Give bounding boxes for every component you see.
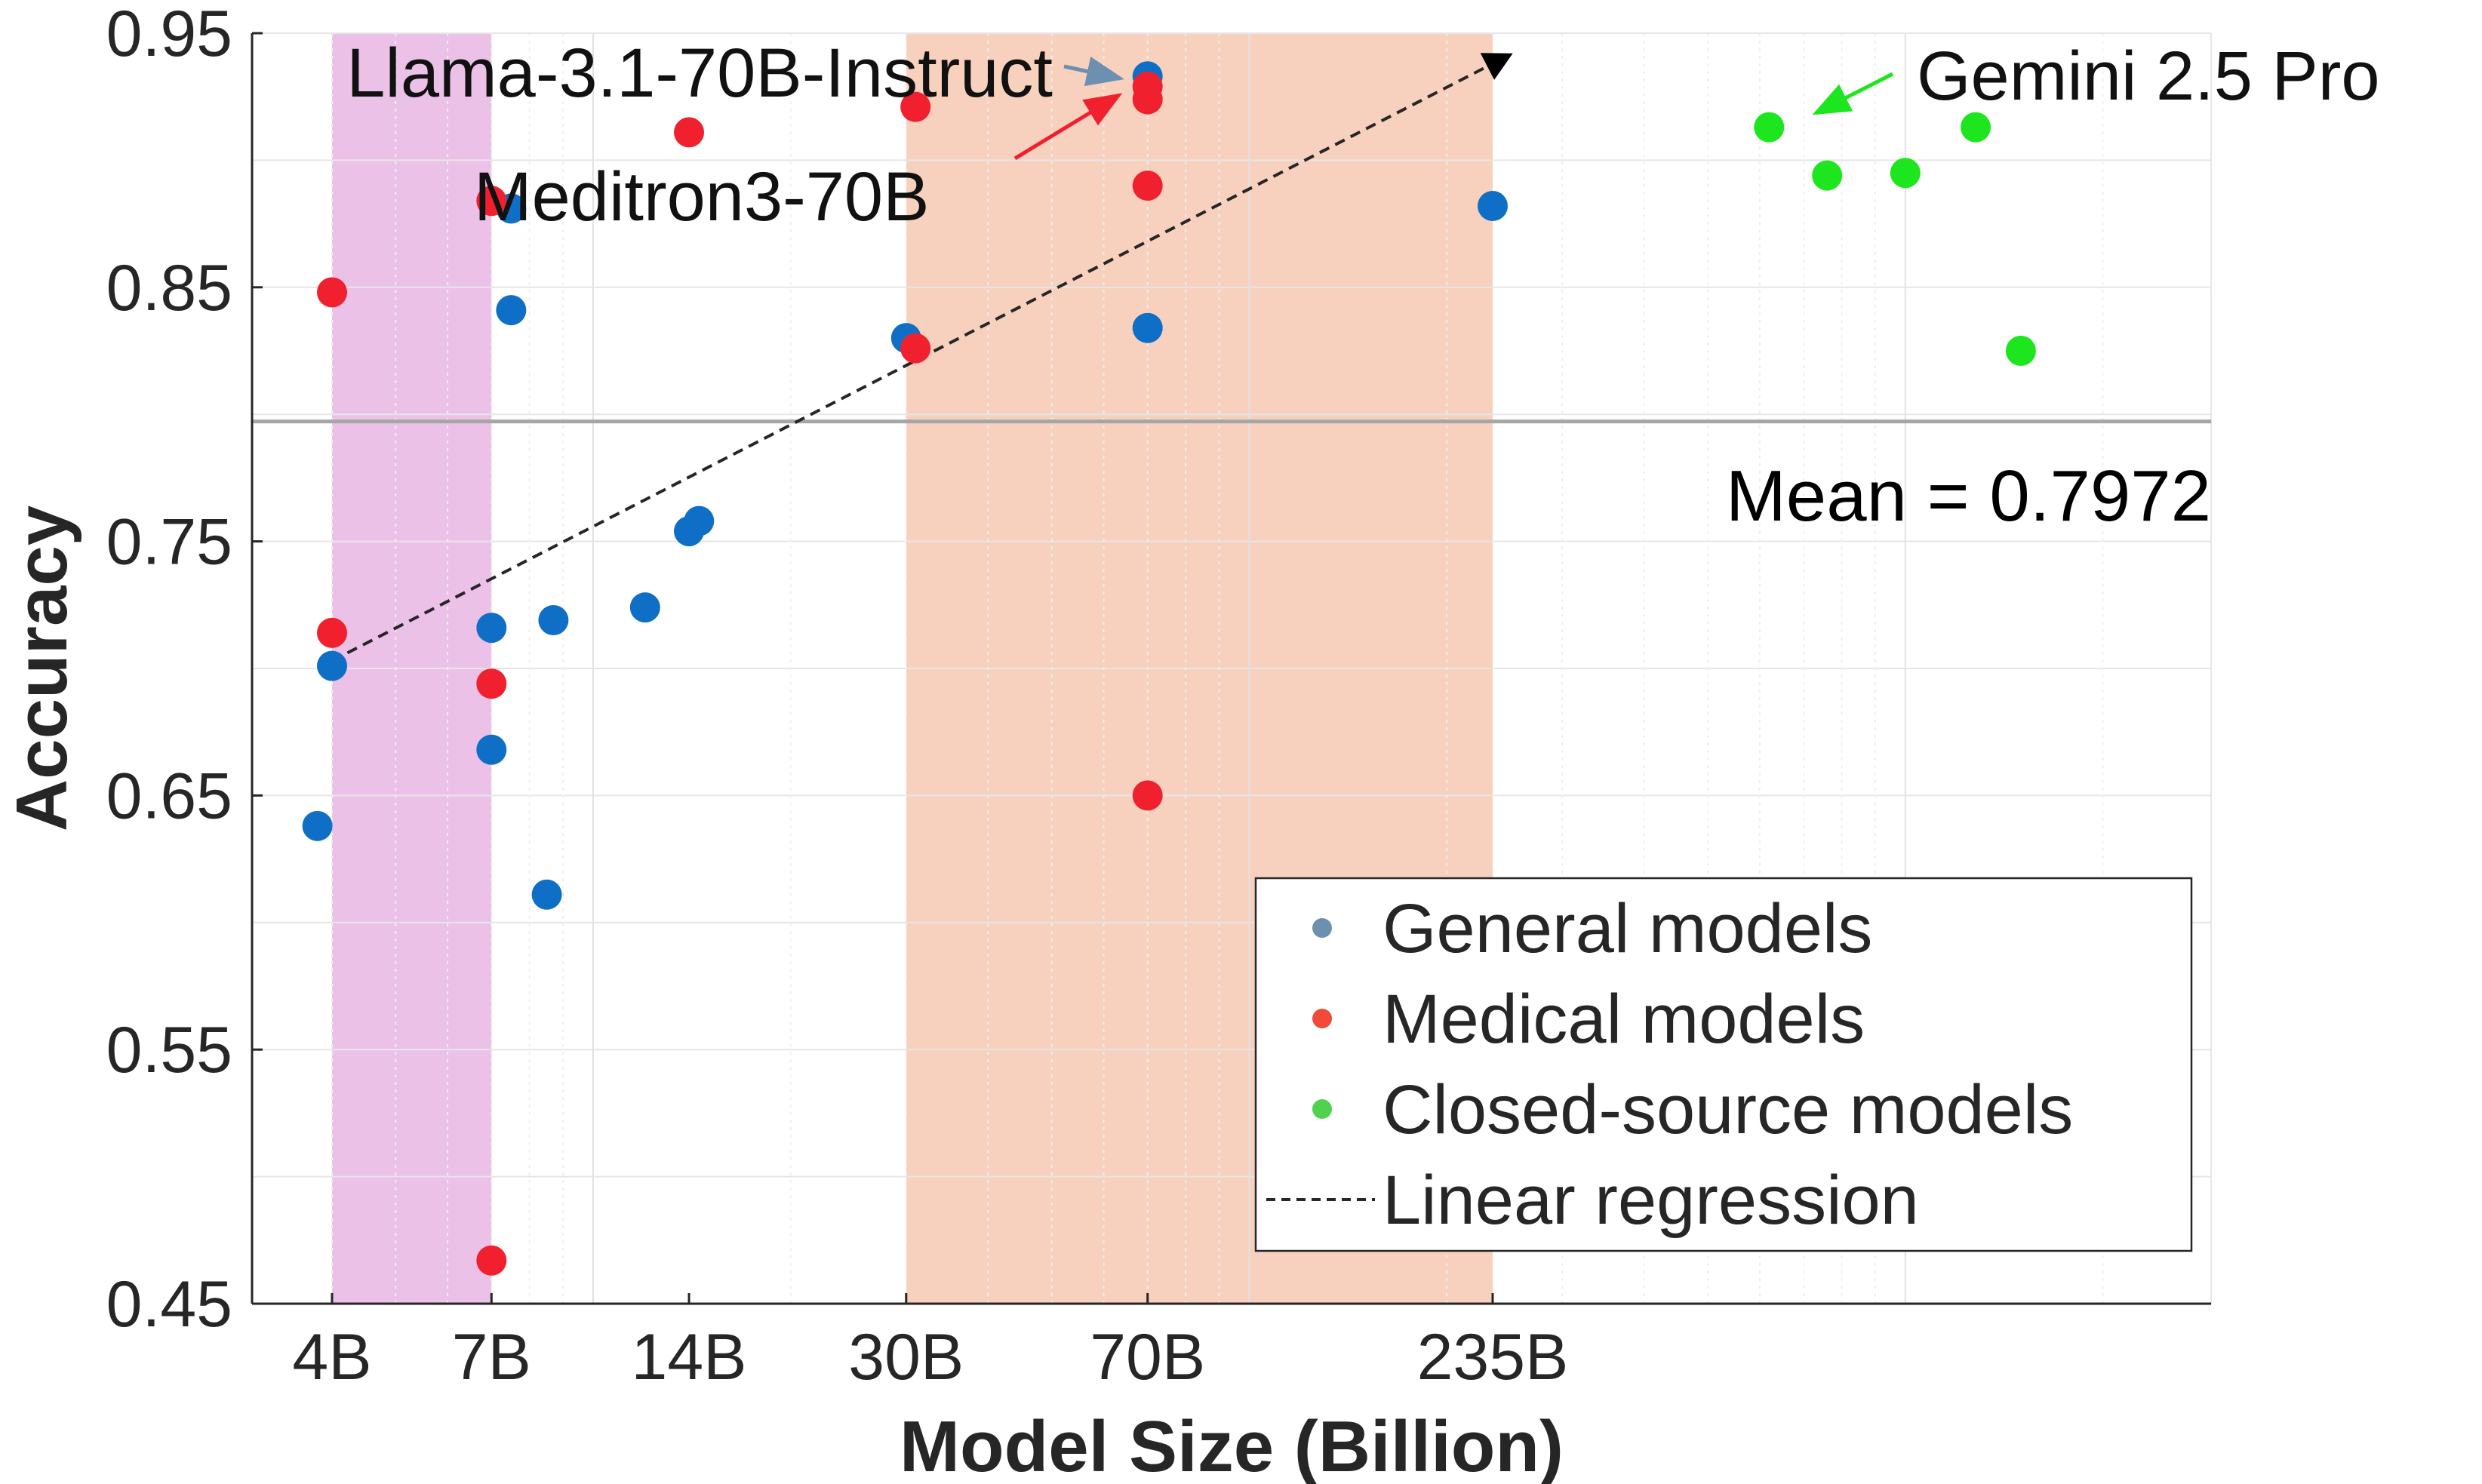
x-tick-label: 70B xyxy=(1090,1321,1205,1393)
legend-entry-general: General models xyxy=(1312,890,1872,967)
y-axis-label: Accuracy xyxy=(2,505,82,831)
point-medical-models-3 xyxy=(476,668,507,699)
x-tick-label: 14B xyxy=(632,1321,747,1393)
legend-label-regression: Linear regression xyxy=(1382,1162,1919,1239)
x-axis-label: Model Size (Billion) xyxy=(900,1406,1564,1484)
point-general-models-6 xyxy=(531,879,562,910)
point-closed-source-models-1 xyxy=(1812,160,1843,191)
x-tick-label: 4B xyxy=(292,1321,371,1393)
point-general-models-2 xyxy=(476,613,507,644)
point-medical-models-5 xyxy=(674,117,705,148)
annotation-meditron: Meditron3-70B xyxy=(474,93,1123,235)
point-general-models-1 xyxy=(317,650,347,681)
y-tick-labels: 0.45 0.55 0.65 0.75 0.85 0.95 xyxy=(106,0,263,1341)
annotation-meditron-text: Meditron3-70B xyxy=(474,158,929,235)
annotation-llama: Llama-3.1-70B-Instruct xyxy=(346,35,1124,112)
annotation-llama-arrow xyxy=(1063,57,1124,87)
point-general-models-14 xyxy=(1478,191,1508,222)
x-tick-label: 235B xyxy=(1417,1321,1569,1393)
legend-marker-closed xyxy=(1312,1099,1332,1119)
point-medical-models-11 xyxy=(1132,780,1163,811)
point-closed-source-models-0 xyxy=(1754,112,1785,143)
point-general-models-7 xyxy=(538,605,569,636)
data-points xyxy=(302,61,2036,1276)
y-tick-label: 0.55 xyxy=(106,1014,232,1086)
legend: General models Medical models Closed-sou… xyxy=(1254,877,2193,1252)
x-tick-label: 7B xyxy=(452,1321,531,1393)
legend-entry-regression: Linear regression xyxy=(1266,1162,1919,1239)
y-tick-label: 0.85 xyxy=(106,252,232,324)
y-tick-label: 0.45 xyxy=(106,1268,232,1341)
point-medical-models-1 xyxy=(317,617,347,648)
annotation-gemini: Gemini 2.5 Pro xyxy=(1812,38,2380,115)
legend-label-general: General models xyxy=(1382,890,1872,967)
legend-marker-general xyxy=(1312,918,1332,938)
point-medical-models-10 xyxy=(1132,171,1163,201)
x-tick-labels: 4B 7B 14B 30B 70B 235B xyxy=(292,1293,1568,1393)
point-medical-models-6 xyxy=(900,91,931,122)
point-medical-models-4 xyxy=(476,1245,507,1276)
mean-label: Mean = 0.7972 xyxy=(1726,456,2211,536)
annotation-gemini-text: Gemini 2.5 Pro xyxy=(1917,38,2380,115)
legend-entry-medical: Medical models xyxy=(1312,981,1865,1058)
point-closed-source-models-4 xyxy=(2005,336,2036,366)
annotation-llama-text: Llama-3.1-70B-Instruct xyxy=(346,35,1053,112)
y-tick-label: 0.65 xyxy=(106,760,232,832)
point-medical-models-0 xyxy=(317,277,347,308)
legend-box xyxy=(1254,877,2193,1252)
point-general-models-3 xyxy=(476,734,507,765)
legend-label-medical: Medical models xyxy=(1382,981,1865,1058)
y-tick-label: 0.75 xyxy=(106,506,232,579)
annotation-meditron-arrow xyxy=(1013,93,1123,161)
point-closed-source-models-2 xyxy=(1890,158,1921,189)
x-tick-label: 30B xyxy=(848,1321,964,1393)
point-medical-models-9 xyxy=(1132,84,1163,115)
point-general-models-0 xyxy=(302,810,333,841)
point-closed-source-models-3 xyxy=(1961,112,1991,143)
legend-label-closed: Closed-source models xyxy=(1382,1071,2073,1148)
point-medical-models-7 xyxy=(900,333,931,364)
point-general-models-8 xyxy=(629,592,660,623)
legend-marker-medical xyxy=(1312,1009,1332,1028)
legend-entry-closed: Closed-source models xyxy=(1312,1071,2073,1148)
point-medical-models-2 xyxy=(476,186,507,217)
point-general-models-5 xyxy=(496,295,527,326)
regression-arrowhead xyxy=(1480,53,1513,80)
annotation-gemini-arrow xyxy=(1812,72,1894,115)
point-general-models-10 xyxy=(684,505,715,536)
y-tick-label: 0.95 xyxy=(106,0,232,70)
point-general-models-12 xyxy=(1132,312,1163,343)
